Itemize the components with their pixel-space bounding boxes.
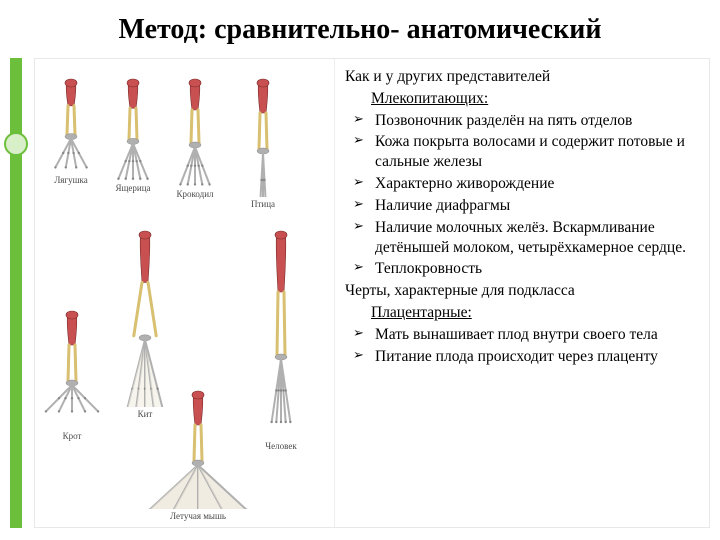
bullet-item: Питание плода происходит через плаценту (353, 347, 695, 367)
limb-label: Ящерица (115, 183, 150, 193)
limb-Лягушка: Лягушка (45, 77, 97, 185)
intro-line-1b: Млекопитающих: (345, 89, 695, 109)
bullet-list-placental: Мать вынашивает плод внутри своего телаП… (345, 325, 695, 367)
limb-Летучая мышь: Летучая мышь (133, 389, 263, 521)
limb-label: Летучая мышь (170, 511, 226, 521)
limb-label: Человек (265, 441, 296, 451)
text-column: Как и у других представителей Млекопитаю… (335, 59, 709, 527)
limb-Ящерица: Ящерица (107, 77, 159, 193)
bullet-item: Характерно живорождение (353, 174, 695, 194)
bullet-item: Кожа покрыта волосами и содержит потовые… (353, 132, 695, 172)
limb-label: Крокодил (176, 189, 213, 199)
bullet-item: Наличие диафрагмы (353, 196, 695, 216)
bullet-item: Теплокровность (353, 259, 695, 279)
limb-Крокодил: Крокодил (169, 77, 221, 199)
bullet-list-mammals: Позвоночник разделён на пять отделовКожа… (345, 111, 695, 280)
bullet-item: Позвоночник разделён на пять отделов (353, 111, 695, 131)
bullet-item: Мать вынашивает плод внутри своего тела (353, 325, 695, 345)
limb-label: Крот (63, 431, 82, 441)
limb-Крот: Крот (43, 309, 101, 441)
bullet-item: Наличие молочных желёз. Вскармливание де… (353, 218, 695, 258)
accent-bar (10, 58, 22, 528)
limb-Птица: Птица (233, 77, 293, 209)
intro-line-2b: Плацентарные: (345, 303, 695, 323)
slide-title: Метод: сравнительно- анатомический (0, 14, 720, 46)
content-area: ЛягушкаЯщерицаКрокодилПтицаКротКитЛетуча… (34, 58, 710, 528)
limb-label: Птица (251, 199, 275, 209)
accent-circle (4, 132, 28, 156)
anatomy-figure: ЛягушкаЯщерицаКрокодилПтицаКротКитЛетуча… (35, 59, 335, 527)
intro-line-2: Черты, характерные для подкласса (345, 281, 695, 301)
intro-line-1: Как и у других представителей (345, 67, 695, 87)
limb-Человек: Человек (255, 229, 307, 451)
limb-label: Лягушка (54, 175, 88, 185)
